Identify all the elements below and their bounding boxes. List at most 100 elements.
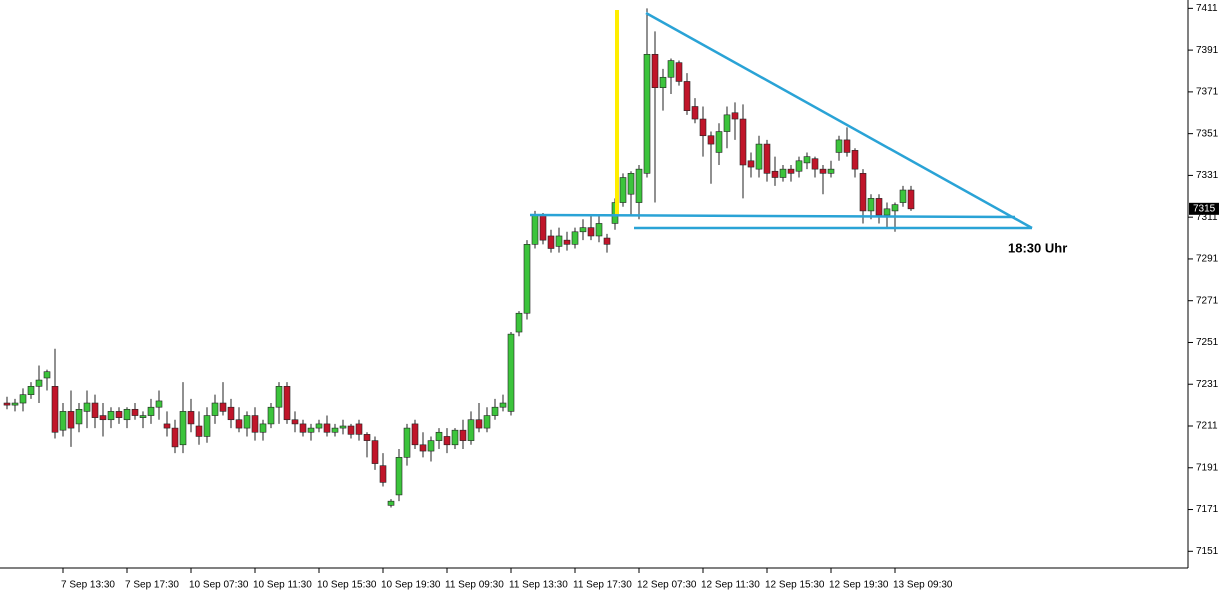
- x-tick-label: 10 Sep 19:30: [381, 580, 441, 591]
- candle-body: [27, 386, 35, 395]
- x-tick-label: 7 Sep 13:30: [61, 580, 115, 591]
- candle-body: [427, 440, 435, 452]
- candle-body: [147, 406, 155, 416]
- candle-body: [795, 160, 803, 172]
- candle-body: [499, 402, 507, 408]
- candle-body: [331, 427, 339, 433]
- candle-body: [899, 189, 907, 203]
- x-tick-label: 11 Sep 09:30: [445, 580, 504, 591]
- candle-body: [171, 427, 179, 448]
- candle-body: [419, 444, 427, 452]
- candle-body: [707, 135, 715, 145]
- candle-body: [363, 434, 371, 441]
- candle-body: [251, 415, 259, 433]
- candle-body: [731, 112, 739, 120]
- candle-body: [739, 118, 747, 166]
- candle-body: [139, 415, 147, 418]
- candle-body: [155, 400, 163, 408]
- candle-body: [19, 394, 27, 404]
- candle-body: [603, 237, 611, 245]
- y-tick-label: 7211: [1196, 421, 1218, 432]
- candle-body: [283, 386, 291, 421]
- candle-body: [59, 411, 67, 431]
- y-tick-label: 7351: [1196, 128, 1219, 139]
- candle-body: [355, 423, 363, 435]
- x-tick-label: 11 Sep 13:30: [509, 580, 568, 591]
- candle-body: [83, 402, 91, 412]
- x-tick-label: 12 Sep 11:30: [701, 580, 760, 591]
- candle-body: [459, 429, 467, 441]
- candle-body: [259, 423, 267, 433]
- support-line: [529, 213, 1016, 219]
- candle-body: [75, 408, 83, 425]
- candle-body: [491, 406, 499, 416]
- candle-body: [339, 425, 347, 429]
- candle-body: [723, 114, 731, 132]
- candle-body: [595, 223, 603, 237]
- candle-body: [891, 204, 899, 212]
- y-tick-label: 7391: [1196, 45, 1219, 56]
- candle-body: [619, 177, 627, 203]
- y-tick-label: 7311: [1196, 212, 1218, 223]
- candle-body: [299, 423, 307, 433]
- candle-body: [203, 415, 211, 437]
- candle-body: [43, 371, 51, 379]
- x-tick-label: 7 Sep 17:30: [125, 580, 179, 591]
- candle-body: [475, 419, 483, 429]
- y-tick-label: 7251: [1196, 337, 1219, 348]
- candle-body: [691, 106, 699, 120]
- x-tick-label: 12 Sep 15:30: [765, 580, 825, 591]
- candle-body: [227, 406, 235, 421]
- candle-body: [811, 158, 819, 170]
- y-tick-label: 7231: [1196, 379, 1219, 390]
- y-tick-label: 7271: [1196, 295, 1219, 306]
- candle-body: [411, 423, 419, 446]
- candle-body: [627, 173, 635, 195]
- candle-body: [291, 419, 299, 425]
- candle-body: [323, 423, 331, 433]
- candle-body: [3, 402, 11, 406]
- candle-body: [643, 53, 651, 174]
- candle-body: [91, 402, 99, 418]
- candle-body: [11, 402, 19, 406]
- candle-body: [467, 419, 475, 441]
- candle-body: [667, 60, 675, 78]
- candle-body: [35, 379, 43, 387]
- candle-body: [547, 235, 555, 249]
- candle-body: [747, 160, 755, 168]
- candle-body: [187, 411, 195, 425]
- candle-body: [803, 156, 811, 164]
- candle-body: [579, 227, 587, 233]
- candle-body: [387, 500, 395, 506]
- candle-body: [571, 231, 579, 245]
- candle-body: [819, 168, 827, 174]
- candle-body: [771, 170, 779, 178]
- candle-body: [787, 168, 795, 174]
- candle-body: [435, 431, 443, 441]
- candle-body: [211, 402, 219, 416]
- candle-body: [827, 168, 835, 174]
- candle-body: [587, 227, 595, 237]
- candle-body: [843, 139, 851, 153]
- y-tick-label: 7291: [1196, 254, 1219, 265]
- triangle-pattern: [529, 11, 1033, 230]
- candle-body: [235, 419, 243, 429]
- candle-body: [683, 81, 691, 111]
- candle-body: [379, 465, 387, 483]
- candle-body: [515, 312, 523, 333]
- candle-body: [219, 402, 227, 412]
- candle-body: [715, 131, 723, 153]
- candle-body: [659, 76, 667, 89]
- candle-body: [835, 139, 843, 153]
- candle-body: [651, 53, 659, 89]
- candle-body: [451, 429, 459, 446]
- y-tick-label: 7191: [1196, 462, 1219, 473]
- candle-body: [859, 173, 867, 212]
- y-tick-label: 7331: [1196, 170, 1219, 181]
- candle-body: [195, 425, 203, 437]
- candle-body: [403, 427, 411, 458]
- candle-body: [699, 118, 707, 137]
- x-tick-label: 10 Sep 07:30: [189, 580, 249, 591]
